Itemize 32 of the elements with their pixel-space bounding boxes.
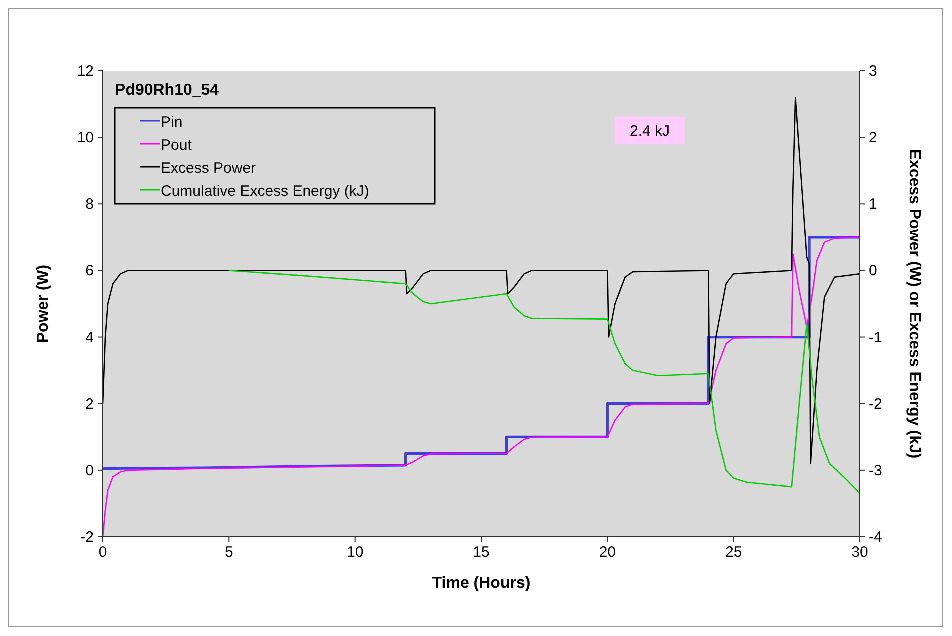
- y-axis-title: Power (W): [35, 264, 52, 344]
- x-tick-label: 30: [852, 544, 868, 561]
- annotation: 2.4 kJ: [630, 123, 670, 140]
- y2-tick-label: -2: [869, 396, 882, 413]
- y2-tick-label: 1: [869, 196, 878, 214]
- y-tick-label: 0: [86, 462, 94, 480]
- y-tick-label: 4: [86, 329, 94, 346]
- text: Pd90Rh10_54: [115, 82, 220, 99]
- y2-tick-label: 0: [869, 262, 878, 280]
- y2-tick-label: 3: [869, 63, 878, 80]
- y2-tick-label: -1: [869, 329, 882, 346]
- y2-tick-label: -4: [869, 529, 882, 546]
- y-tick-label: 8: [86, 196, 94, 214]
- y-tick-label: -2: [80, 529, 94, 546]
- y-tick-label: 12: [77, 63, 94, 80]
- x-tick-label: 25: [725, 544, 742, 561]
- legend-label: Cumulative Excess Energy (kJ): [161, 183, 370, 200]
- y2-axis-title: Excess Power (W) or Excess Energy (kJ): [906, 149, 923, 459]
- y2-tick-label: 2: [869, 130, 878, 147]
- y-tick-label: 6: [86, 262, 94, 280]
- legend-label: Pout: [161, 137, 193, 154]
- x-tick-label: 20: [599, 544, 616, 561]
- y-tick-label: 10: [77, 130, 94, 147]
- y-tick-label: 2: [86, 396, 94, 413]
- x-tick-label: 0: [98, 544, 108, 561]
- x-tick-label: 15: [473, 544, 490, 561]
- x-tick-label: 5: [224, 544, 234, 561]
- legend-label: Excess Power: [161, 160, 256, 177]
- x-tick-label: 10: [346, 544, 364, 561]
- x-axis-title: Time (Hours): [432, 575, 531, 592]
- legend-label: Pin: [161, 114, 183, 131]
- y2-tick-label: -3: [869, 462, 882, 480]
